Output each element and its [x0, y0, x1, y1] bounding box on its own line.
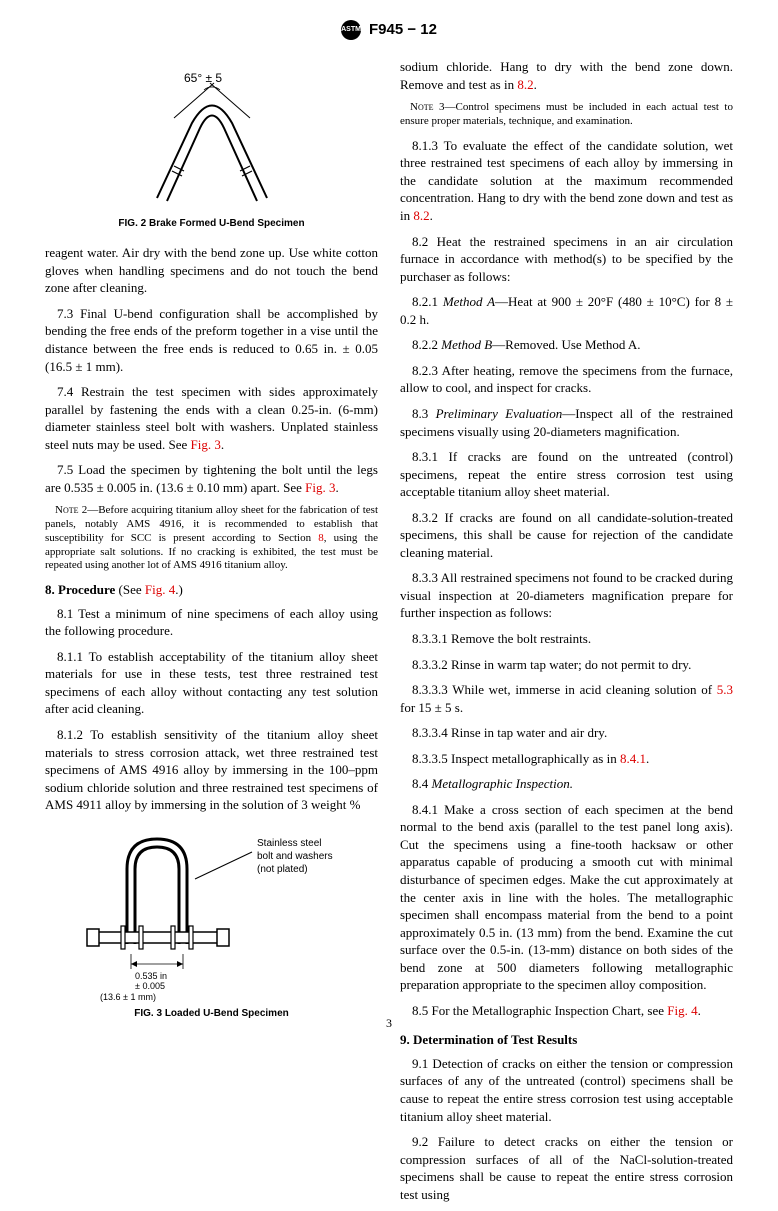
link-fig4b[interactable]: Fig. 4 [667, 1003, 697, 1018]
para-8-3-1: 8.3.1 If cracks are found on the untreat… [400, 448, 733, 501]
para-8-4: 8.4 Metallographic Inspection. [400, 775, 733, 793]
para-8-3-3-5: 8.3.3.5 Inspect metallographically as in… [400, 750, 733, 768]
fig2-svg: 65° ± 5 [122, 68, 302, 208]
para-8-1-1: 8.1.1 To establish acceptability of the … [45, 648, 378, 718]
para-reagent: reagent water. Air dry with the bend zon… [45, 244, 378, 297]
para-8-3-3: 8.3.3 All restrained specimens not found… [400, 569, 733, 622]
document-id: F945 − 12 [369, 20, 437, 40]
link-82a[interactable]: 8.2 [517, 77, 533, 92]
section-9-head: 9. Determination of Test Results [400, 1031, 733, 1049]
link-fig4a[interactable]: Fig. 4 [145, 582, 175, 597]
link-53[interactable]: 5.3 [717, 682, 733, 697]
para-8-3: 8.3 Preliminary Evaluation—Inspect all o… [400, 405, 733, 440]
para-8-5: 8.5 For the Metallographic Inspection Ch… [400, 1002, 733, 1020]
para-8-2-2: 8.2.2 Method B—Removed. Use Method A. [400, 336, 733, 354]
astm-logo: ASTM [341, 20, 361, 40]
link-82b[interactable]: 8.2 [413, 208, 429, 223]
fig3-dim2: ± 0.005 [135, 981, 165, 989]
para-8-1-3: 8.1.3 To evaluate the effect of the cand… [400, 137, 733, 225]
para-9-1: 9.1 Detection of cracks on either the te… [400, 1055, 733, 1125]
para-8-3-3-3: 8.3.3.3 While wet, immerse in acid clean… [400, 681, 733, 716]
fig3-label2: bolt and washers [257, 851, 333, 862]
figure-3: Stainless steel bolt and washers (not pl… [45, 824, 378, 1021]
para-8-1: 8.1 Test a minimum of nine specimens of … [45, 605, 378, 640]
para-8-2: 8.2 Heat the restrained specimens in an … [400, 233, 733, 286]
section-8-head: 8. Procedure (See Fig. 4.) [45, 581, 378, 599]
right-column: sodium chloride. Hang to dry with the be… [400, 58, 733, 1211]
para-8-4-1: 8.4.1 Make a cross section of each speci… [400, 801, 733, 994]
fig3-dim3: (13.6 ± 1 mm) [100, 991, 378, 1003]
para-8-2-1: 8.2.1 Method A—Heat at 900 ± 20°F (480 ±… [400, 293, 733, 328]
fig2-angle: 65° ± 5 [184, 71, 222, 85]
para-8-3-2: 8.3.2 If cracks are found on all candida… [400, 509, 733, 562]
two-column-layout: 65° ± 5 FIG. 2 Brake Formed U-Bend Speci… [45, 58, 733, 1211]
page-header: ASTM F945 − 12 [45, 20, 733, 40]
para-7-4: 7.4 Restrain the test specimen with side… [45, 383, 378, 453]
para-8-3-3-4: 8.3.3.4 Rinse in tap water and air dry. [400, 724, 733, 742]
para-8-1-2: 8.1.2 To establish sensitivity of the ti… [45, 726, 378, 814]
fig3-caption: FIG. 3 Loaded U-Bend Specimen [45, 1007, 378, 1021]
link-841[interactable]: 8.4.1 [620, 751, 646, 766]
fig2-caption: FIG. 2 Brake Formed U-Bend Specimen [45, 217, 378, 231]
note-2: Note 2—Before acquiring titanium alloy s… [45, 504, 378, 573]
left-column: 65° ± 5 FIG. 2 Brake Formed U-Bend Speci… [45, 58, 378, 1211]
link-fig3b[interactable]: Fig. 3 [305, 480, 335, 495]
fig3-label1: Stainless steel [257, 838, 321, 849]
para-7-5: 7.5 Load the specimen by tightening the … [45, 461, 378, 496]
fig3-svg: Stainless steel bolt and washers (not pl… [57, 824, 367, 989]
fig3-label3: (not plated) [257, 864, 308, 875]
para-8-3-3-1: 8.3.3.1 Remove the bolt restraints. [400, 630, 733, 648]
para-8-2-3: 8.2.3 After heating, remove the specimen… [400, 362, 733, 397]
fig3-dim1: 0.535 in [135, 971, 167, 981]
note-3: Note 3—Control specimens must be include… [400, 101, 733, 129]
para-9-2: 9.2 Failure to detect cracks on either t… [400, 1133, 733, 1203]
figure-2: 65° ± 5 FIG. 2 Brake Formed U-Bend Speci… [45, 68, 378, 230]
para-7-3: 7.3 Final U-bend configuration shall be … [45, 305, 378, 375]
para-8-3-3-2: 8.3.3.2 Rinse in warm tap water; do not … [400, 656, 733, 674]
para-sodium: sodium chloride. Hang to dry with the be… [400, 58, 733, 93]
page-number: 3 [386, 1015, 392, 1031]
link-fig3a[interactable]: Fig. 3 [191, 437, 221, 452]
